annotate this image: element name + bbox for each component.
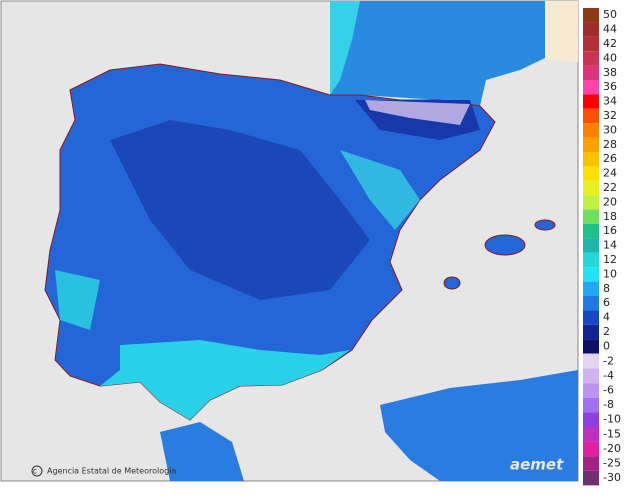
legend-swatch [583,427,599,442]
legend-swatch [583,252,599,268]
snow-peaks [365,100,470,125]
legend-label: -10 [603,413,621,426]
legend-label: -30 [603,471,621,484]
legend-label: -15 [603,427,621,440]
legend-swatch [583,339,599,354]
legend-label: 28 [603,138,617,151]
legend-swatch [583,296,599,311]
legend-label: 2 [603,325,610,338]
legend-label: 6 [603,296,610,309]
legend-label: 0 [603,339,610,352]
copyright-c: c [33,467,37,476]
legend-swatch [583,152,599,167]
legend-swatch [583,470,599,486]
legend-swatch [583,8,599,23]
legend-label: 18 [603,210,617,223]
france-area [330,1,545,106]
west-coast [55,270,100,330]
legend-label: -20 [603,442,621,455]
cold-region [110,120,370,300]
legend-label: -25 [603,457,621,470]
legend-swatch [583,108,599,124]
legend-label: 26 [603,152,617,165]
legend-label: 8 [603,282,610,295]
mallorca [484,234,526,256]
legend-label: 40 [603,51,617,64]
coast-band [330,1,360,95]
legend-swatch [583,368,599,384]
legend-swatch [583,209,599,224]
legend-swatch [583,195,599,210]
ibiza [443,276,461,290]
legend-label: 16 [603,224,617,237]
legend-swatch [583,441,599,457]
legend-swatch [583,354,599,369]
legend-label: -8 [603,398,614,411]
legend-swatch [583,238,599,253]
legend-label: 22 [603,181,617,194]
legend-swatch [583,22,599,37]
land-outside [545,1,578,62]
legend-swatch [583,267,599,282]
legend-swatch [583,36,599,52]
legend-swatch [583,51,599,66]
legend-label: 44 [603,23,617,36]
legend-swatch [583,80,599,95]
legend-swatch [583,224,599,239]
legend: 5044424038363432302826242220181614121086… [583,8,621,486]
legend-label: 32 [603,109,617,122]
africa-west [160,422,244,481]
legend-label: 36 [603,80,617,93]
legend-label: 20 [603,195,617,208]
menorca [534,219,556,231]
copyright-icon [31,465,43,477]
legend-swatch [583,65,599,80]
legend-label: -2 [603,354,614,367]
south-coast [100,340,350,420]
africa-east [380,370,578,481]
credit-text: Agencia Estatal de Meteorología [47,467,176,476]
legend-swatch [583,310,599,325]
legend-label: 50 [603,8,617,21]
legend-label: 14 [603,239,617,252]
legend-swatch [583,412,599,427]
legend-swatch [583,383,599,398]
legend-swatch [583,123,599,138]
legend-swatch [583,180,599,196]
ebro-valley [340,150,420,230]
brand-logo: aemet [510,456,564,474]
legend-label: -6 [603,384,614,397]
legend-label: 42 [603,37,617,50]
legend-label: 34 [603,95,617,108]
legend-label: 38 [603,66,617,79]
legend-swatch [583,94,599,109]
legend-swatch [583,456,599,471]
legend-swatch [583,324,599,340]
legend-label: 12 [603,253,617,266]
legend-swatch [583,281,599,296]
legend-label: 30 [603,123,617,136]
legend-label: -4 [603,369,614,382]
legend-label: 24 [603,167,617,180]
legend-label: 10 [603,267,617,280]
legend-swatch [583,137,599,152]
legend-swatch [583,166,599,181]
legend-swatch [583,397,599,413]
legend-label: 4 [603,311,610,324]
